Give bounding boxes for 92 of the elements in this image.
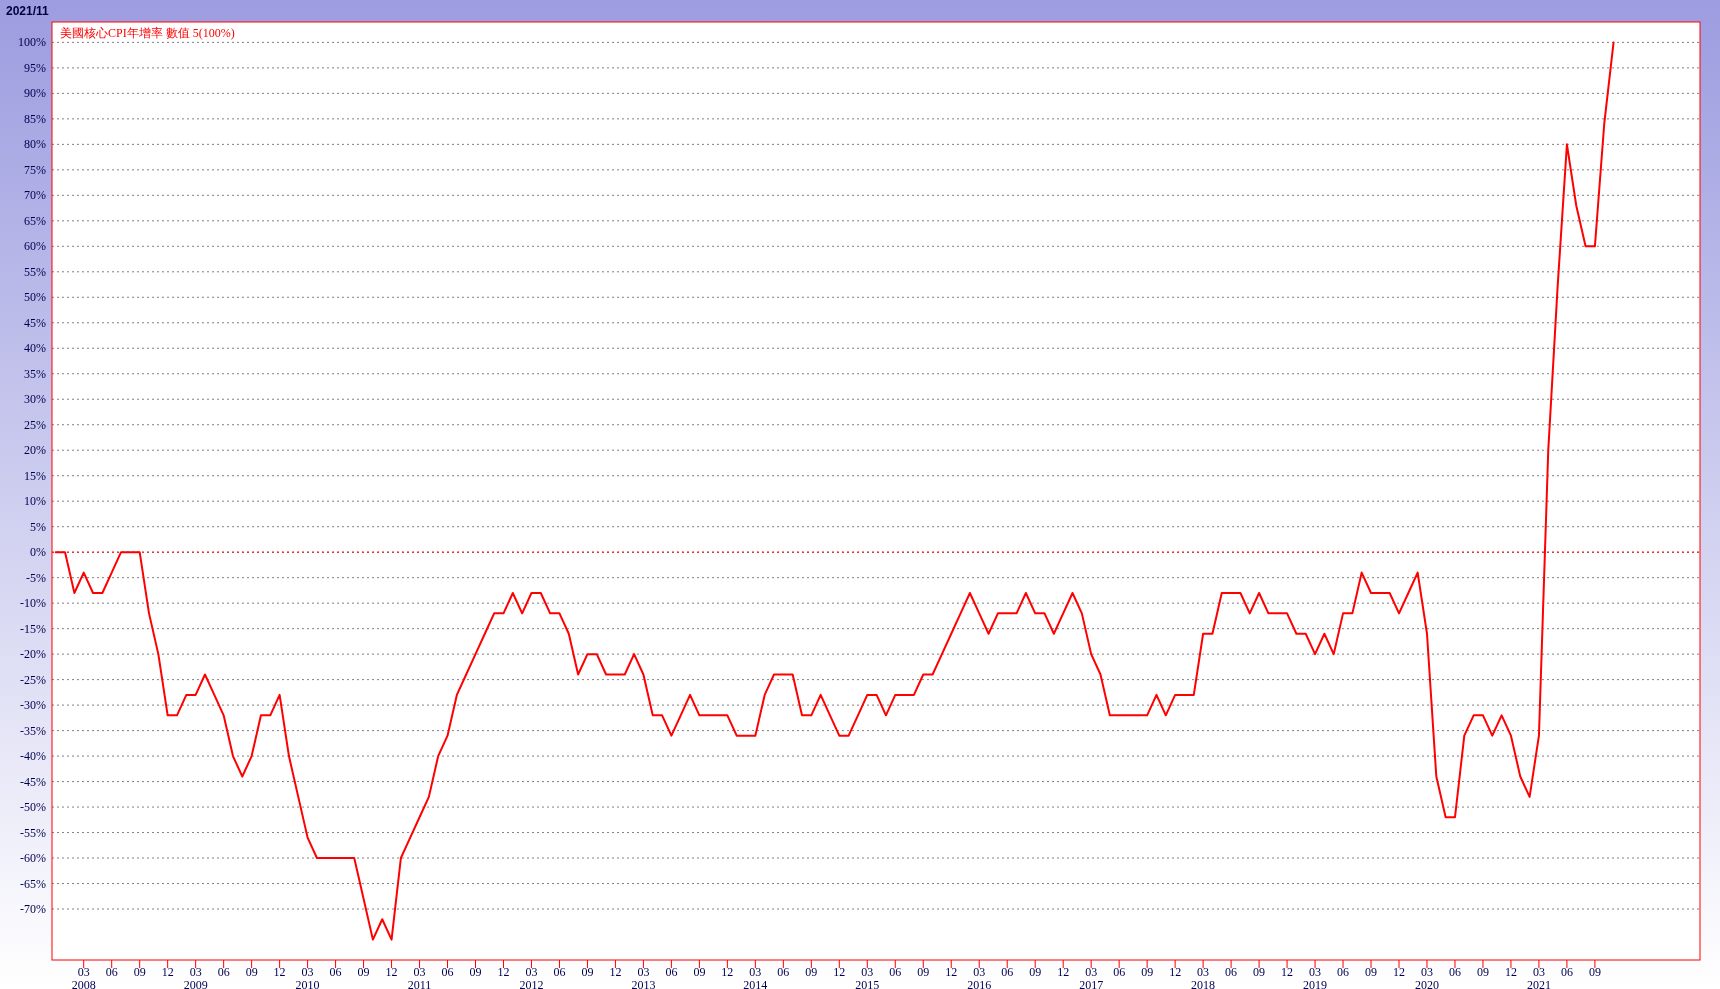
x-tick-label: 12 bbox=[609, 965, 622, 979]
x-tick-label: 03 2017 bbox=[1079, 965, 1104, 989]
x-tick-label: 03 2011 bbox=[407, 965, 432, 989]
y-tick-label: 80% bbox=[24, 137, 46, 152]
x-tick-label: 06 bbox=[1001, 965, 1014, 979]
y-tick-label: -45% bbox=[20, 774, 46, 789]
x-tick-label: 12 bbox=[721, 965, 734, 979]
x-tick-label: 03 2014 bbox=[743, 965, 768, 989]
y-tick-label: 60% bbox=[24, 239, 46, 254]
x-tick-label: 03 2016 bbox=[967, 965, 992, 989]
x-tick-label: 06 bbox=[665, 965, 678, 979]
x-tick-label: 09 bbox=[1141, 965, 1154, 979]
y-tick-label: 0% bbox=[30, 545, 46, 560]
y-tick-label: -60% bbox=[20, 851, 46, 866]
x-tick-label: 12 bbox=[1504, 965, 1517, 979]
x-tick-label: 03 2021 bbox=[1526, 965, 1551, 989]
y-tick-label: -5% bbox=[26, 570, 46, 585]
x-tick-label: 06 bbox=[329, 965, 342, 979]
x-tick-label: 03 2013 bbox=[631, 965, 656, 989]
x-tick-label: 06 bbox=[1448, 965, 1461, 979]
x-tick-label: 06 bbox=[441, 965, 454, 979]
y-tick-label: 20% bbox=[24, 443, 46, 458]
x-tick-label: 12 bbox=[497, 965, 510, 979]
y-tick-label: -40% bbox=[20, 749, 46, 764]
x-tick-label: 06 bbox=[217, 965, 230, 979]
x-tick-label: 12 bbox=[1057, 965, 1070, 979]
y-tick-label: 45% bbox=[24, 315, 46, 330]
x-tick-label: 06 bbox=[889, 965, 902, 979]
x-tick-label: 09 bbox=[805, 965, 818, 979]
x-tick-label: 12 bbox=[273, 965, 286, 979]
y-tick-label: 15% bbox=[24, 468, 46, 483]
x-tick-label: 09 bbox=[469, 965, 482, 979]
x-tick-label: 09 bbox=[1476, 965, 1489, 979]
y-tick-label: 65% bbox=[24, 213, 46, 228]
x-tick-label: 06 bbox=[1113, 965, 1126, 979]
y-tick-label: 30% bbox=[24, 392, 46, 407]
x-tick-label: 12 bbox=[385, 965, 398, 979]
x-tick-label: 12 bbox=[161, 965, 174, 979]
y-tick-label: 35% bbox=[24, 366, 46, 381]
x-tick-label: 06 bbox=[777, 965, 790, 979]
x-tick-label: 06 bbox=[1337, 965, 1350, 979]
x-tick-label: 12 bbox=[833, 965, 846, 979]
y-tick-label: -10% bbox=[20, 596, 46, 611]
chart-subtitle: 2021/11 bbox=[6, 4, 50, 18]
x-tick-label: 09 bbox=[917, 965, 930, 979]
x-tick-label: 09 bbox=[133, 965, 146, 979]
y-tick-label: -55% bbox=[20, 825, 46, 840]
y-tick-label: -70% bbox=[20, 902, 46, 917]
y-tick-label: 40% bbox=[24, 341, 46, 356]
x-tick-label: 03 2015 bbox=[855, 965, 880, 989]
x-tick-label: 09 bbox=[1365, 965, 1378, 979]
x-tick-label: 03 2008 bbox=[71, 965, 96, 989]
y-tick-label: 95% bbox=[24, 60, 46, 75]
x-tick-label: 09 bbox=[357, 965, 370, 979]
x-tick-label: 12 bbox=[1281, 965, 1294, 979]
chart-title: 美國核心CPI年增率 數值 5(100%) bbox=[60, 26, 235, 40]
y-tick-label: 100% bbox=[18, 35, 46, 50]
x-tick-label: 09 bbox=[1253, 965, 1266, 979]
y-tick-label: -15% bbox=[20, 621, 46, 636]
y-tick-label: -65% bbox=[20, 876, 46, 891]
x-tick-label: 09 bbox=[581, 965, 594, 979]
x-tick-label: 06 bbox=[105, 965, 118, 979]
x-tick-label: 09 bbox=[693, 965, 706, 979]
x-tick-label: 03 2012 bbox=[519, 965, 544, 989]
x-tick-label: 06 bbox=[1560, 965, 1573, 979]
x-tick-label: 03 2010 bbox=[295, 965, 320, 989]
x-tick-label: 12 bbox=[1393, 965, 1406, 979]
x-tick-label: 03 2020 bbox=[1414, 965, 1439, 989]
y-tick-label: -20% bbox=[20, 647, 46, 662]
x-tick-label: 12 bbox=[945, 965, 958, 979]
y-tick-label: -50% bbox=[20, 800, 46, 815]
y-tick-label: 75% bbox=[24, 162, 46, 177]
y-tick-label: -35% bbox=[20, 723, 46, 738]
y-tick-label: -25% bbox=[20, 672, 46, 687]
x-tick-label: 06 bbox=[1225, 965, 1238, 979]
y-tick-label: 70% bbox=[24, 188, 46, 203]
x-tick-label: 09 bbox=[245, 965, 258, 979]
x-tick-label: 03 2009 bbox=[183, 965, 208, 989]
x-tick-label: 06 bbox=[553, 965, 566, 979]
x-tick-label: 03 2019 bbox=[1303, 965, 1328, 989]
y-tick-label: -30% bbox=[20, 698, 46, 713]
y-tick-label: 90% bbox=[24, 86, 46, 101]
y-tick-label: 85% bbox=[24, 111, 46, 126]
y-tick-label: 25% bbox=[24, 417, 46, 432]
y-tick-label: 10% bbox=[24, 494, 46, 509]
x-tick-label: 03 2018 bbox=[1191, 965, 1216, 989]
x-tick-label: 09 bbox=[1029, 965, 1042, 979]
x-tick-label: 12 bbox=[1169, 965, 1182, 979]
x-tick-label: 09 bbox=[1588, 965, 1601, 979]
y-tick-label: 50% bbox=[24, 290, 46, 305]
y-tick-label: 55% bbox=[24, 264, 46, 279]
y-tick-label: 5% bbox=[30, 519, 46, 534]
